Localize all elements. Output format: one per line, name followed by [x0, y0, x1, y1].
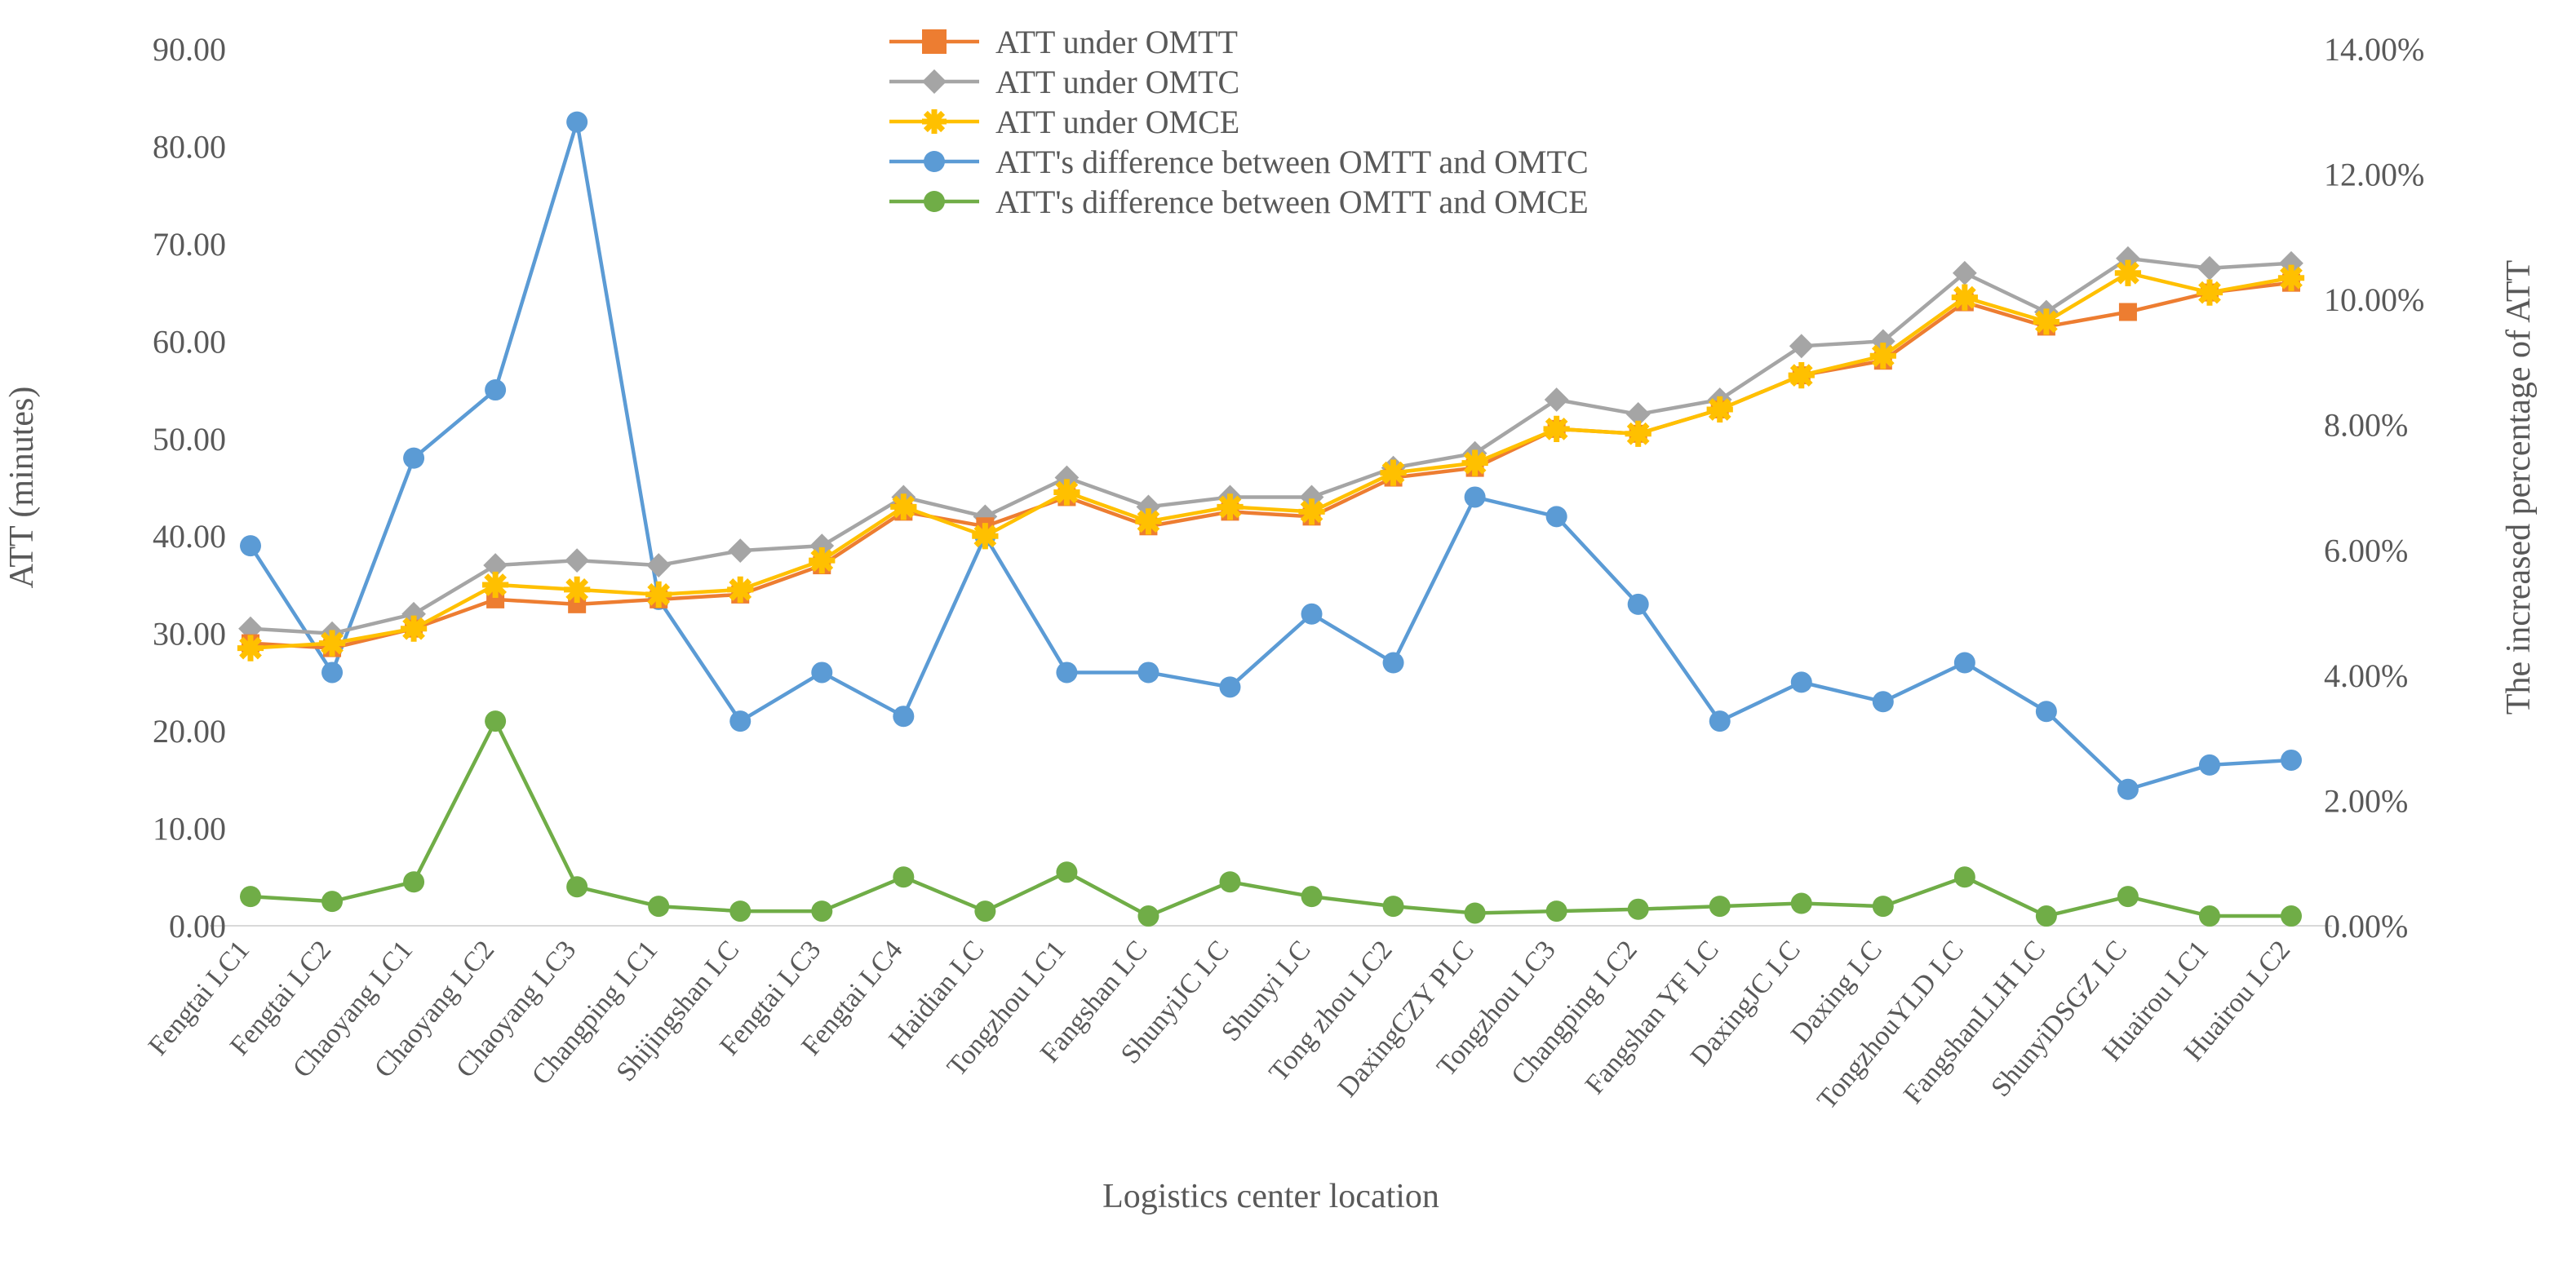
svg-text:10.00: 10.00: [153, 811, 226, 847]
svg-text:6.00%: 6.00%: [2324, 532, 2408, 569]
svg-text:0.00%: 0.00%: [2324, 908, 2408, 945]
svg-text:50.00: 50.00: [153, 421, 226, 458]
svg-text:60.00: 60.00: [153, 323, 226, 360]
svg-text:The increased percentage of AT: The increased percentage of ATT: [2500, 260, 2538, 715]
svg-text:20.00: 20.00: [153, 713, 226, 750]
svg-text:10.00%: 10.00%: [2324, 281, 2424, 318]
svg-text:2.00%: 2.00%: [2324, 782, 2408, 819]
svg-text:ATT under OMTT: ATT under OMTT: [995, 24, 1238, 60]
svg-text:70.00: 70.00: [153, 226, 226, 263]
svg-text:ATT under OMTC: ATT under OMTC: [995, 64, 1239, 100]
svg-text:ATT's difference between OMTT: ATT's difference between OMTT and OMTC: [995, 144, 1589, 180]
svg-text:80.00: 80.00: [153, 128, 226, 165]
svg-text:30.00: 30.00: [153, 616, 226, 653]
svg-text:14.00%: 14.00%: [2324, 31, 2424, 68]
svg-text:4.00%: 4.00%: [2324, 657, 2408, 694]
svg-text:Logistics center location: Logistics center location: [1102, 1178, 1439, 1215]
svg-text:ATT's difference between OMTT: ATT's difference between OMTT and OMCE: [995, 184, 1589, 220]
svg-text:90.00: 90.00: [153, 31, 226, 68]
svg-text:ATT (minutes): ATT (minutes): [3, 387, 41, 589]
svg-text:12.00%: 12.00%: [2324, 157, 2424, 193]
svg-text:0.00: 0.00: [169, 908, 226, 945]
svg-text:ATT under OMCE: ATT under OMCE: [995, 104, 1239, 140]
svg-text:8.00%: 8.00%: [2324, 407, 2408, 444]
svg-text:40.00: 40.00: [153, 518, 226, 555]
